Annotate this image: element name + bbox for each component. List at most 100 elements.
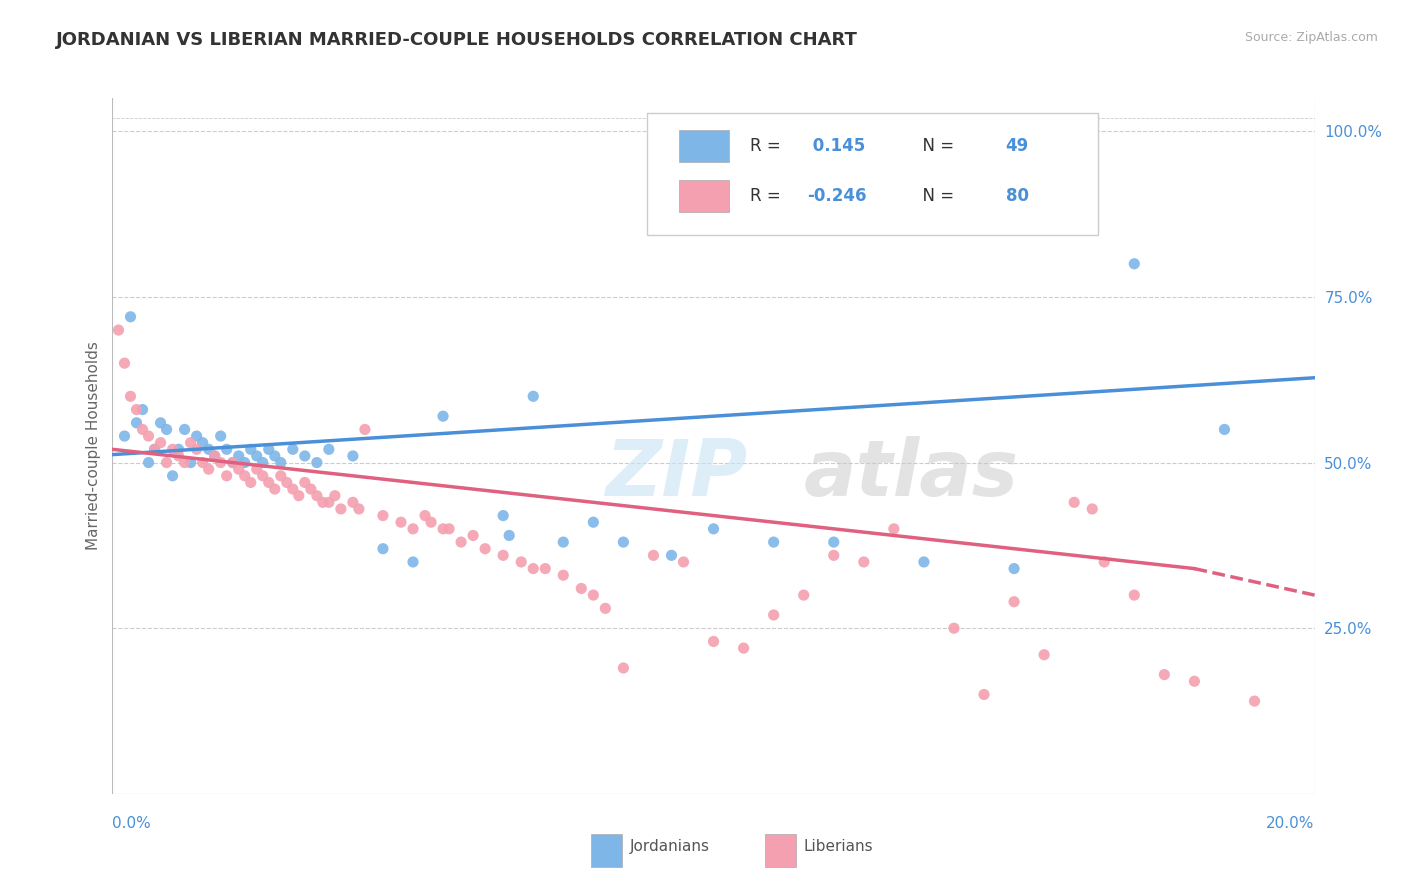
Point [492,508,515,523]
Point [1081,502,1104,516]
Point [402,522,425,536]
Point [553,568,575,582]
Point [294,449,316,463]
Point [823,549,845,563]
Point [107,323,129,337]
Point [522,389,544,403]
Point [474,541,496,556]
Point [342,495,364,509]
Point [263,449,285,463]
Point [204,449,226,463]
Point [149,435,172,450]
Point [257,442,280,457]
Point [138,429,160,443]
Point [522,561,544,575]
Point [149,416,172,430]
Point [281,442,304,457]
Point [762,535,785,549]
Point [222,456,245,470]
Point [143,442,166,457]
Point [197,442,219,457]
Point [209,456,232,470]
Point [120,310,142,324]
Point [432,409,454,424]
FancyBboxPatch shape [647,113,1098,235]
Point [162,442,184,457]
Point [186,442,208,457]
Point [186,429,208,443]
Text: 49: 49 [1005,137,1029,155]
Text: Liberians: Liberians [804,838,873,854]
Point [131,422,153,436]
Point [173,422,195,436]
Point [173,456,195,470]
Point [162,468,184,483]
Point [582,588,605,602]
Point [270,456,292,470]
Point [155,456,177,470]
Point [257,475,280,490]
FancyBboxPatch shape [679,180,730,212]
Point [252,456,274,470]
Text: R =: R = [749,187,786,205]
Point [702,522,725,536]
Point [138,456,160,470]
Point [1123,257,1146,271]
Point [131,402,153,417]
Point [114,356,136,370]
Point [299,482,322,496]
Point [1123,588,1146,602]
Point [305,489,328,503]
Point [180,435,202,450]
Point [612,535,634,549]
Point [432,522,454,536]
Point [228,449,250,463]
Point [125,416,148,430]
Point [733,641,755,656]
Point [222,456,245,470]
Point [354,422,377,436]
Text: 80: 80 [1005,187,1029,205]
Point [510,555,533,569]
Point [498,528,520,542]
Point [228,462,250,476]
Point [281,482,304,496]
Point [215,442,238,457]
Point [883,522,905,536]
Point [204,449,226,463]
Y-axis label: Married-couple Households: Married-couple Households [86,342,101,550]
Point [973,688,995,702]
Text: ZIP: ZIP [606,436,748,512]
Text: Source: ZipAtlas.com: Source: ZipAtlas.com [1244,31,1378,45]
Text: -0.246: -0.246 [807,187,868,205]
Point [342,449,364,463]
Point [294,475,316,490]
Point [437,522,460,536]
Point [305,456,328,470]
Point [1063,495,1085,509]
Point [239,475,262,490]
Point [239,442,262,457]
Point [912,555,935,569]
Point [661,549,683,563]
Point [1243,694,1265,708]
Point [612,661,634,675]
Point [672,555,695,569]
Point [1092,555,1115,569]
Point [420,515,443,529]
Point [329,502,352,516]
Point [215,468,238,483]
Point [318,442,340,457]
Point [263,482,285,496]
Text: atlas: atlas [804,436,1019,512]
Point [288,489,311,503]
Point [534,561,557,575]
Point [553,535,575,549]
Point [312,495,335,509]
Point [114,429,136,443]
Point [1002,561,1025,575]
Point [1033,648,1056,662]
Point [1002,595,1025,609]
Point [371,541,394,556]
Point [191,435,214,450]
